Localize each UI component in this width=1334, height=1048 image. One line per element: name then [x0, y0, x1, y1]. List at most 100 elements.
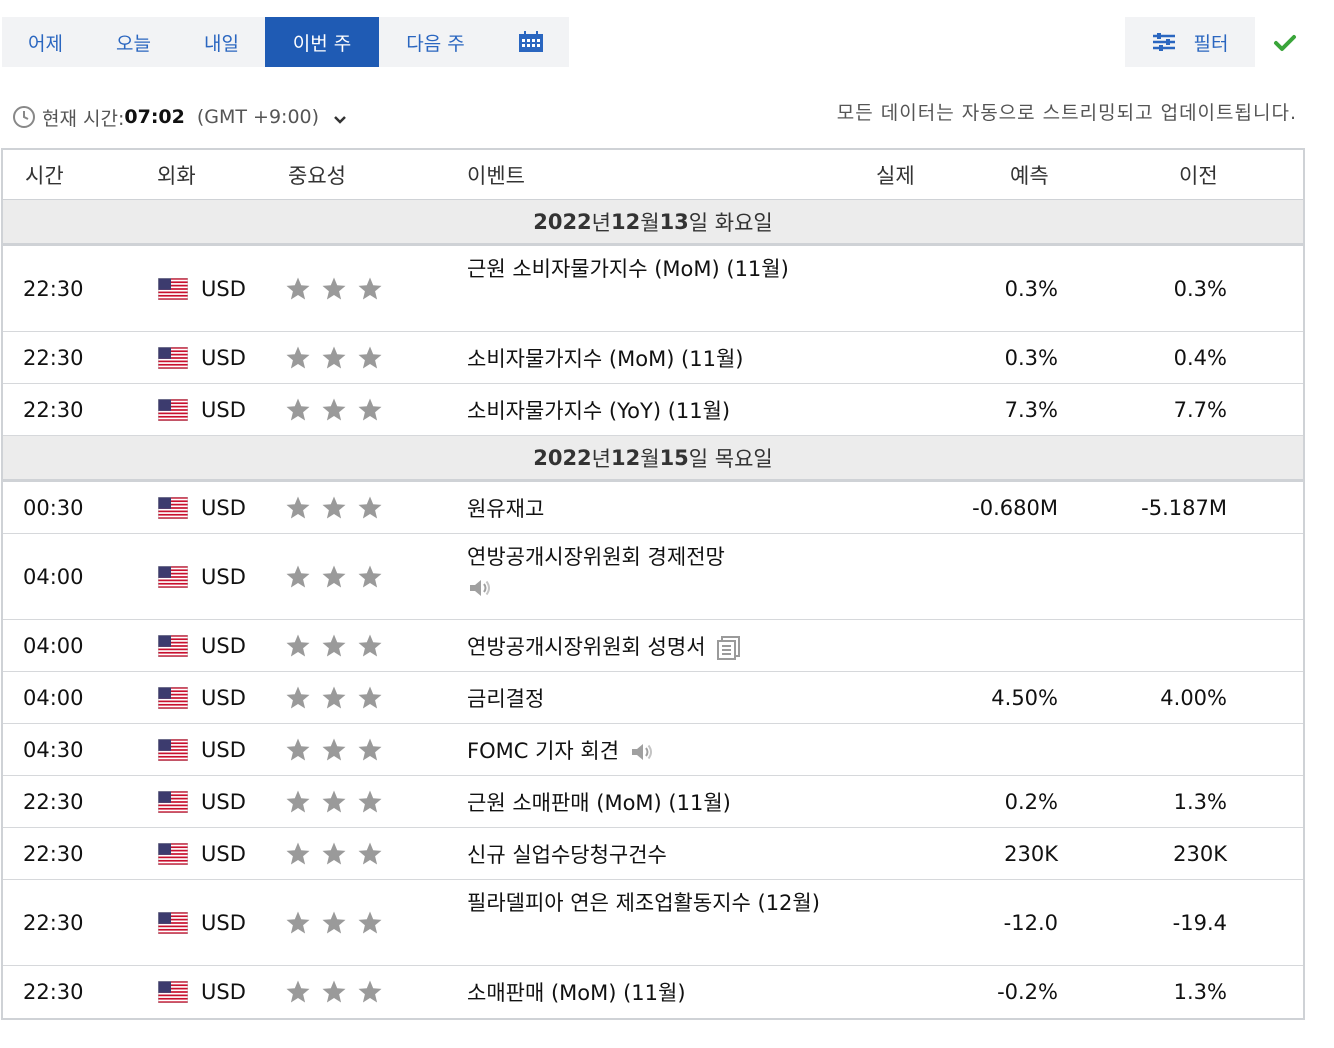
event-label[interactable]: 연방공개시장위원회 경제전망 — [467, 545, 725, 569]
event-currency: USD — [201, 910, 246, 935]
event-currency: USD — [201, 789, 246, 814]
tab-this-week[interactable]: 이번 주 — [265, 17, 379, 67]
document-icon[interactable] — [716, 636, 742, 660]
streaming-note: 모든 데이터는 자동으로 스트리밍되고 업데이트됩니다. — [836, 102, 1297, 124]
event-currency: USD — [201, 980, 246, 1004]
importance-stars — [285, 345, 383, 371]
event-name[interactable]: 금리결정 — [467, 680, 822, 718]
event-label[interactable]: 원유재고 — [467, 497, 545, 521]
table-header: 시간 외화 중요성 이벤트 실제 예측 이전 — [3, 150, 1303, 200]
event-label[interactable]: 근원 소매판매 (MoM) (11월) — [467, 791, 731, 815]
event-name[interactable]: 소매판매 (MoM) (11월) — [467, 974, 822, 1012]
star-icon — [322, 398, 346, 420]
event-name[interactable]: 원유재고 — [467, 490, 822, 528]
tab-tomorrow[interactable]: 내일 — [204, 32, 239, 55]
event-name[interactable]: 소비자물가지수 (YoY) (11월) — [467, 392, 822, 430]
event-name[interactable]: 연방공개시장위원회 경제전망 — [467, 538, 822, 600]
us-flag-icon — [158, 790, 188, 813]
tab-calendar[interactable] — [492, 17, 569, 67]
table-row[interactable]: 22:30 USD 소비자물가지수 (YoY) (11월) 7.3% 7.7% — [3, 384, 1303, 436]
star-icon — [358, 634, 382, 656]
event-forecast: 0.3% — [1004, 276, 1058, 301]
table-row[interactable]: 04:00 USD 연방공개시장위원회 성명서 — [3, 620, 1303, 672]
star-icon — [322, 346, 346, 368]
event-name[interactable]: 신규 실업수당청구건수 — [467, 836, 822, 874]
star-icon — [322, 634, 346, 656]
star-icon — [322, 980, 346, 1003]
event-time: 04:00 — [23, 685, 84, 710]
event-name[interactable]: 필라델피아 연은 제조업활동지수 (12월) — [467, 884, 822, 922]
us-flag-icon — [158, 346, 188, 369]
event-label[interactable]: 근원 소비자물가지수 (MoM) (11월) — [467, 257, 789, 281]
event-name[interactable]: 근원 소비자물가지수 (MoM) (11월) — [467, 250, 822, 288]
star-icon — [358, 496, 382, 518]
table-body: 2022 년 12 월 13 일 화요일 22:30 USD 근원 소비자물가지수 (MoM… — [3, 200, 1303, 1018]
event-forecast: -12.0 — [1003, 910, 1058, 935]
event-name[interactable]: 연방공개시장위원회 성명서 — [467, 628, 822, 666]
event-time: 04:30 — [23, 737, 84, 762]
event-forecast: -0.680M — [972, 495, 1058, 520]
importance-stars — [285, 397, 383, 423]
current-time: 07:02 — [124, 106, 185, 128]
date-part: 15 — [659, 445, 689, 470]
event-time: 00:30 — [23, 495, 84, 520]
time-prefix: 현재 시간: — [42, 107, 125, 130]
date-part: 일 화요일 — [688, 210, 773, 235]
star-icon — [322, 565, 346, 587]
tab-yesterday[interactable]: 어제 — [28, 32, 63, 55]
table-row[interactable]: 04:00 USD 연방공개시장위원회 경제전망 — [3, 534, 1303, 620]
event-time: 22:30 — [23, 789, 84, 814]
importance-stars — [285, 737, 383, 763]
event-currency: USD — [201, 633, 246, 658]
table-row[interactable]: 22:30 USD 신규 실업수당청구건수 230K 230K — [3, 828, 1303, 880]
date-part: 12 — [611, 209, 641, 234]
event-label[interactable]: FOMC 기자 회견 — [467, 739, 620, 763]
date-part: 2022 — [533, 445, 592, 470]
current-time-selector[interactable]: 현재 시간: 07:02 (GMT +9:00) — [12, 100, 347, 134]
date-part: 12 — [611, 445, 641, 470]
importance-stars — [285, 564, 383, 590]
check-icon[interactable] — [1271, 29, 1299, 57]
date-part: 13 — [659, 209, 689, 234]
star-icon — [322, 496, 346, 518]
table-row[interactable]: 00:30 USD 원유재고 -0.680M -5.187M — [3, 482, 1303, 534]
tab-today[interactable]: 오늘 — [116, 32, 151, 55]
event-forecast: 4.50% — [991, 685, 1058, 710]
event-name[interactable]: FOMC 기자 회견 — [467, 732, 822, 770]
importance-stars — [285, 685, 383, 711]
event-time: 04:00 — [23, 633, 84, 658]
event-name[interactable]: 소비자물가지수 (MoM) (11월) — [467, 340, 822, 378]
table-row[interactable]: 22:30 USD 근원 소매판매 (MoM) (11월) 0.2% 1.3% — [3, 776, 1303, 828]
table-row[interactable]: 22:30 USD 필라델피아 연은 제조업활동지수 (12월) -12.0 -19.4 — [3, 880, 1303, 966]
event-label[interactable]: 소매판매 (MoM) (11월) — [467, 981, 686, 1005]
star-icon — [358, 346, 382, 368]
speaker-icon[interactable] — [467, 576, 493, 600]
table-row[interactable]: 22:30 USD 소비자물가지수 (MoM) (11월) 0.3% 0.4% — [3, 332, 1303, 384]
filter-button[interactable]: 필터 — [1125, 17, 1255, 67]
event-label[interactable]: 소비자물가지수 (MoM) (11월) — [467, 347, 744, 371]
event-label[interactable]: 연방공개시장위원회 성명서 — [467, 635, 706, 659]
speaker-icon[interactable] — [629, 740, 655, 764]
star-icon — [322, 911, 346, 933]
table-row[interactable]: 04:30 USD FOMC 기자 회견 — [3, 724, 1303, 776]
event-previous: 230K — [1173, 841, 1227, 866]
star-icon — [286, 496, 310, 518]
table-row[interactable]: 22:30 USD 근원 소비자물가지수 (MoM) (11월) 0.3% 0.3% — [3, 246, 1303, 332]
event-label[interactable]: 소비자물가지수 (YoY) (11월) — [467, 399, 731, 423]
event-name[interactable]: 근원 소매판매 (MoM) (11월) — [467, 784, 822, 822]
sliders-icon — [1152, 33, 1175, 51]
table-row[interactable]: 04:00 USD 금리결정 4.50% 4.00% — [3, 672, 1303, 724]
event-time: 22:30 — [23, 841, 84, 866]
event-label[interactable]: 필라델피아 연은 제조업활동지수 (12월) — [467, 891, 820, 915]
event-forecast: 230K — [1004, 841, 1058, 866]
economic-calendar-table: 시간 외화 중요성 이벤트 실제 예측 이전 2022 년 12 월 13 일 화요일… — [1, 148, 1305, 1020]
event-label[interactable]: 신규 실업수당청구건수 — [467, 843, 667, 867]
event-label[interactable]: 금리결정 — [467, 687, 545, 711]
tab-next-week[interactable]: 다음 주 — [406, 32, 465, 55]
event-previous: -19.4 — [1172, 910, 1227, 935]
period-tabs: 어제 오늘 내일 이번 주 다음 주 — [2, 17, 569, 67]
us-flag-icon — [158, 634, 188, 657]
header-actual: 실제 — [876, 163, 915, 188]
table-row[interactable]: 22:30 USD 소매판매 (MoM) (11월) -0.2% 1.3% — [3, 966, 1303, 1018]
us-flag-icon — [158, 496, 188, 519]
